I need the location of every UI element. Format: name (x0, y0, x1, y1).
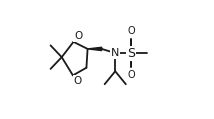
Text: O: O (73, 76, 82, 86)
Text: O: O (127, 70, 135, 80)
Polygon shape (88, 47, 102, 51)
Text: O: O (127, 26, 135, 36)
Text: N: N (111, 48, 119, 58)
Text: S: S (127, 47, 135, 60)
Text: O: O (74, 31, 82, 41)
